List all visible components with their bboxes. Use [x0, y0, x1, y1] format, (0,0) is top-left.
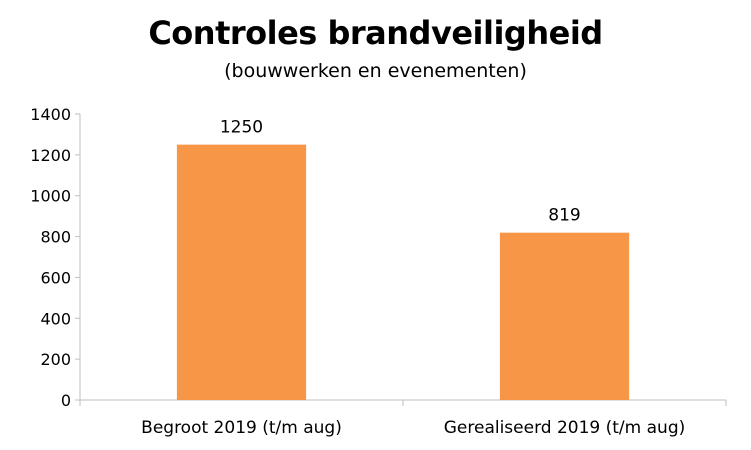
- y-tick-label: 800: [40, 228, 71, 247]
- y-tick-label: 1000: [30, 187, 71, 206]
- y-tick-label: 200: [40, 350, 71, 369]
- data-label: 819: [548, 206, 580, 226]
- chart-title: Controles brandveiligheid: [148, 14, 603, 52]
- chart-subtitle: (bouwwerken en evenementen): [224, 60, 527, 82]
- y-tick-label: 0: [61, 391, 71, 410]
- bar: [176, 144, 307, 400]
- y-tick-label: 600: [40, 268, 71, 287]
- y-tick-label: 400: [40, 309, 71, 328]
- y-tick-label: 1200: [30, 146, 71, 165]
- data-label: 1250: [220, 118, 263, 138]
- y-tick-label: 1400: [30, 105, 71, 124]
- category-label: Begroot 2019 (t/m aug): [141, 418, 342, 438]
- category-label: Gerealiseerd 2019 (t/m aug): [444, 418, 686, 438]
- bar: [499, 232, 630, 400]
